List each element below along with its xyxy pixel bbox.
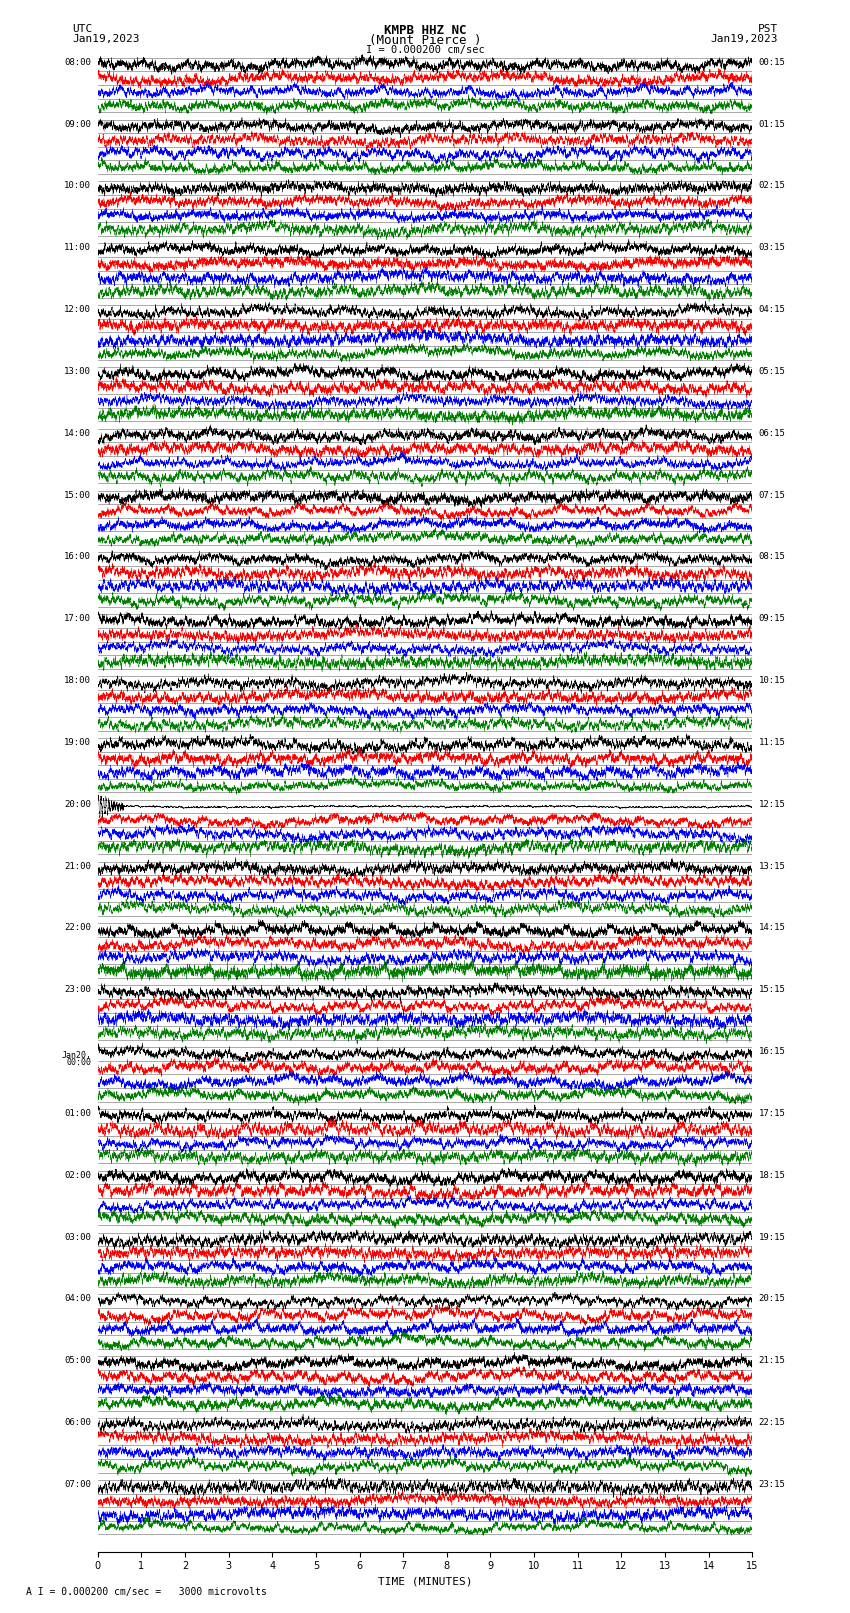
Text: 00:00: 00:00 xyxy=(66,1058,91,1068)
Text: 20:00: 20:00 xyxy=(65,800,91,808)
Text: 05:00: 05:00 xyxy=(65,1357,91,1365)
Text: 22:00: 22:00 xyxy=(65,924,91,932)
Text: 16:15: 16:15 xyxy=(759,1047,785,1057)
Text: 10:15: 10:15 xyxy=(759,676,785,686)
Text: 07:15: 07:15 xyxy=(759,490,785,500)
Text: 03:15: 03:15 xyxy=(759,244,785,252)
Text: 14:15: 14:15 xyxy=(759,924,785,932)
Text: Jan19,2023: Jan19,2023 xyxy=(711,34,778,44)
Text: PST: PST xyxy=(757,24,778,34)
Text: 06:15: 06:15 xyxy=(759,429,785,437)
Text: 15:00: 15:00 xyxy=(65,490,91,500)
Text: 11:15: 11:15 xyxy=(759,739,785,747)
Text: 17:15: 17:15 xyxy=(759,1110,785,1118)
Text: 08:00: 08:00 xyxy=(65,58,91,66)
Text: 12:15: 12:15 xyxy=(759,800,785,808)
Text: 11:00: 11:00 xyxy=(65,244,91,252)
Text: I = 0.000200 cm/sec: I = 0.000200 cm/sec xyxy=(366,45,484,55)
Text: 04:00: 04:00 xyxy=(65,1295,91,1303)
Text: 21:15: 21:15 xyxy=(759,1357,785,1365)
Text: 23:15: 23:15 xyxy=(759,1481,785,1489)
Text: 09:15: 09:15 xyxy=(759,615,785,623)
Text: 13:00: 13:00 xyxy=(65,368,91,376)
Text: 03:00: 03:00 xyxy=(65,1232,91,1242)
Text: 21:00: 21:00 xyxy=(65,861,91,871)
Text: 14:00: 14:00 xyxy=(65,429,91,437)
Text: (Mount Pierce ): (Mount Pierce ) xyxy=(369,34,481,47)
Text: 10:00: 10:00 xyxy=(65,182,91,190)
Text: 00:15: 00:15 xyxy=(759,58,785,66)
Text: 23:00: 23:00 xyxy=(65,986,91,994)
Text: 22:15: 22:15 xyxy=(759,1418,785,1428)
Text: 15:15: 15:15 xyxy=(759,986,785,994)
Text: A I = 0.000200 cm/sec =   3000 microvolts: A I = 0.000200 cm/sec = 3000 microvolts xyxy=(26,1587,266,1597)
Text: 02:15: 02:15 xyxy=(759,182,785,190)
Text: 12:00: 12:00 xyxy=(65,305,91,315)
Text: 13:15: 13:15 xyxy=(759,861,785,871)
Text: 08:15: 08:15 xyxy=(759,553,785,561)
Text: Jan20,: Jan20, xyxy=(61,1052,91,1060)
Text: 20:15: 20:15 xyxy=(759,1295,785,1303)
Text: 19:00: 19:00 xyxy=(65,739,91,747)
Text: 01:15: 01:15 xyxy=(759,119,785,129)
Text: 09:00: 09:00 xyxy=(65,119,91,129)
Text: Jan19,2023: Jan19,2023 xyxy=(72,34,139,44)
Text: 05:15: 05:15 xyxy=(759,368,785,376)
Text: 19:15: 19:15 xyxy=(759,1232,785,1242)
Text: 16:00: 16:00 xyxy=(65,553,91,561)
Text: 01:00: 01:00 xyxy=(65,1110,91,1118)
Text: 04:15: 04:15 xyxy=(759,305,785,315)
Text: 06:00: 06:00 xyxy=(65,1418,91,1428)
Text: 07:00: 07:00 xyxy=(65,1481,91,1489)
Text: 18:00: 18:00 xyxy=(65,676,91,686)
Text: 02:00: 02:00 xyxy=(65,1171,91,1179)
Text: 17:00: 17:00 xyxy=(65,615,91,623)
Text: KMPB HHZ NC: KMPB HHZ NC xyxy=(383,24,467,37)
Text: 18:15: 18:15 xyxy=(759,1171,785,1179)
Text: UTC: UTC xyxy=(72,24,93,34)
X-axis label: TIME (MINUTES): TIME (MINUTES) xyxy=(377,1578,473,1587)
